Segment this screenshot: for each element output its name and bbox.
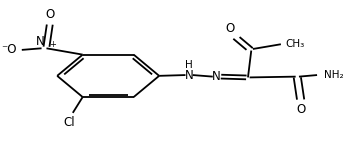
Text: +: + xyxy=(49,40,56,49)
Text: H: H xyxy=(185,60,193,70)
Text: CH₃: CH₃ xyxy=(286,39,305,49)
Text: N: N xyxy=(212,70,221,83)
Text: NH₂: NH₂ xyxy=(324,70,343,80)
Text: ⁻O: ⁻O xyxy=(1,43,17,56)
Text: O: O xyxy=(45,8,54,21)
Text: N: N xyxy=(36,34,45,48)
Text: O: O xyxy=(225,22,235,35)
Text: Cl: Cl xyxy=(64,116,75,129)
Text: O: O xyxy=(296,103,305,116)
Text: N: N xyxy=(184,69,193,82)
